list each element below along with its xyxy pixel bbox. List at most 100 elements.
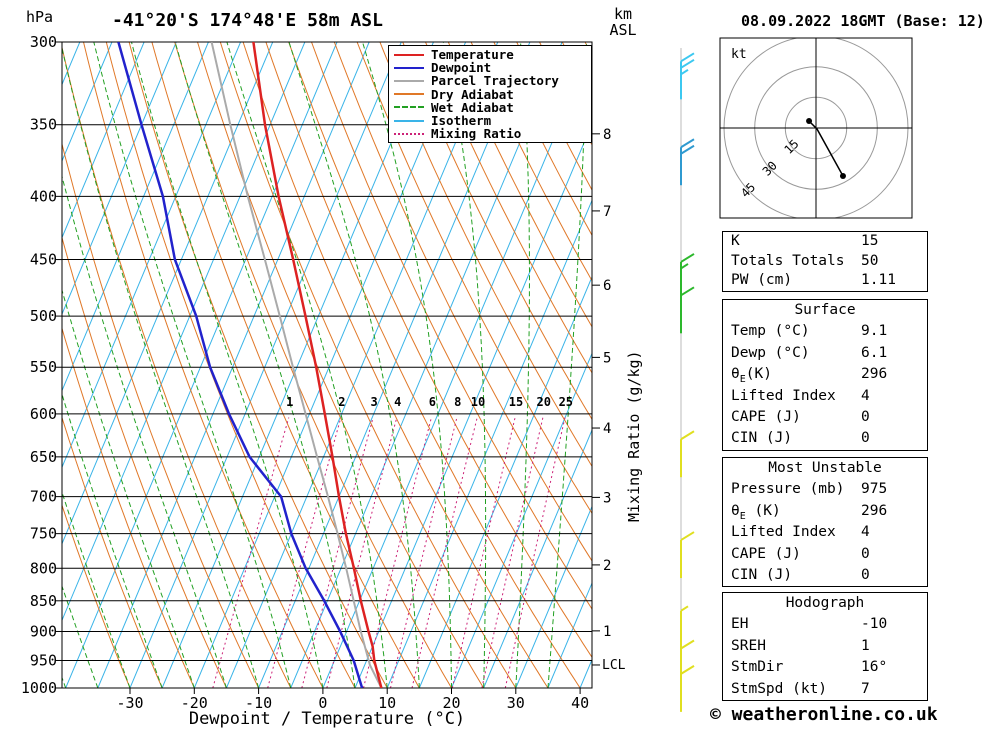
hodograph-trace <box>808 120 844 177</box>
stat-value: 4 <box>861 524 870 541</box>
stat-label: Temp (°C) <box>731 323 810 340</box>
legend-item: Temperature <box>394 47 591 63</box>
legend-line-sample <box>394 106 424 109</box>
wind-barb <box>680 430 695 478</box>
legend-line-sample <box>394 119 424 122</box>
stat-row: Lifted Index 4 <box>723 522 927 543</box>
svg-text:8: 8 <box>603 127 611 143</box>
svg-text:750: 750 <box>30 525 57 543</box>
stat-value: 15 <box>861 233 879 249</box>
svg-text:3: 3 <box>603 490 611 506</box>
stat-row: Pressure (mb) 975 <box>723 479 927 500</box>
svg-text:800: 800 <box>30 559 57 577</box>
legend-item-label: Parcel Trajectory <box>431 73 559 89</box>
stat-row: CIN (J) 0 <box>723 428 927 449</box>
stat-row: CAPE (J) 0 <box>723 544 927 565</box>
stat-row: Lifted Index 4 <box>723 386 927 407</box>
svg-text:1: 1 <box>286 395 293 409</box>
stat-label: Dewp (°C) <box>731 344 810 361</box>
stat-value: -10 <box>861 616 888 633</box>
stat-row: SREH 1 <box>723 636 927 657</box>
temperature-curve <box>252 42 383 688</box>
wind-barbs <box>680 48 695 712</box>
wind-barb <box>680 531 695 579</box>
legend-line-sample <box>394 66 424 69</box>
stat-value: 16° <box>861 659 888 676</box>
station-title: -41°20'S 174°48'E 58m ASL <box>112 10 383 31</box>
stat-label: Pressure (mb) <box>731 481 845 498</box>
stat-row: StmSpd (kt) 7 <box>723 679 927 700</box>
parcel-trajectory-curve <box>210 42 383 688</box>
wind-barb <box>680 138 695 186</box>
stat-row: PW (cm) 1.11 <box>723 271 927 291</box>
stat-row: CIN (J) 0 <box>723 565 927 586</box>
dewpoint-curve <box>117 42 364 688</box>
stat-row: Totals Totals 50 <box>723 252 927 272</box>
legend-item-label: Dry Adiabat <box>431 86 514 102</box>
stat-value: 0 <box>861 566 870 583</box>
asl-label: ASL <box>609 21 637 39</box>
hodograph-frame <box>719 37 913 219</box>
svg-text:6: 6 <box>603 278 611 294</box>
stat-label: θE (K) <box>731 502 781 522</box>
svg-text:4: 4 <box>603 421 611 437</box>
km-label: km <box>613 5 633 23</box>
wind-barb <box>680 286 695 334</box>
stat-value: 0 <box>861 545 870 562</box>
svg-text:20: 20 <box>442 694 460 712</box>
stat-value: 4 <box>861 387 870 404</box>
svg-text:20: 20 <box>537 395 551 409</box>
svg-text:8: 8 <box>454 395 461 409</box>
hodograph-ring-label: 15 <box>781 137 801 157</box>
stat-row: Dewp (°C) 6.1 <box>723 343 927 364</box>
stat-label: CIN (J) <box>731 566 793 583</box>
indices-table: K 15 Totals Totals 50 PW (cm) 1.11 <box>722 231 928 292</box>
svg-text:600: 600 <box>30 405 57 423</box>
legend-item-label: Temperature <box>431 47 514 63</box>
legend-item: Isotherm <box>394 113 591 128</box>
lcl-marker: LCL <box>592 658 626 673</box>
stat-label: K <box>731 233 740 249</box>
isotherm-lines <box>62 42 592 688</box>
svg-text:-20: -20 <box>181 694 208 712</box>
svg-text:500: 500 <box>30 307 57 325</box>
stat-label: θE(K) <box>731 366 772 386</box>
stat-value: 0 <box>861 430 870 447</box>
altitude-axis-unit-label: km ASL <box>600 6 646 38</box>
stat-value: 7 <box>861 680 870 697</box>
stat-value: 0 <box>861 408 870 425</box>
mixing-ratio-lines <box>212 417 566 688</box>
altitude-axis: 1 2 3 4 5 6 7 8 <box>592 127 611 640</box>
svg-text:550: 550 <box>30 358 57 376</box>
stat-value: 6.1 <box>861 344 888 361</box>
stat-value: 296 <box>861 502 888 519</box>
svg-text:2: 2 <box>338 395 345 409</box>
table-title: Hodograph <box>785 595 865 611</box>
stat-label: EH <box>731 616 749 633</box>
svg-text:6: 6 <box>429 395 436 409</box>
svg-text:900: 900 <box>30 622 57 640</box>
stat-row: StmDir 16° <box>723 657 927 678</box>
svg-text:3: 3 <box>370 395 377 409</box>
svg-text:15: 15 <box>509 395 523 409</box>
stat-row: θE(K) 296 <box>723 364 927 385</box>
stat-value: 975 <box>861 481 888 498</box>
mixing-ratio-axis-label: Mixing Ratio (g/kg) <box>625 350 643 522</box>
pressure-axis: 300 350 400 450 500 550 600 650 700 750 800 850 900 9… <box>21 33 62 697</box>
stat-value: 296 <box>861 366 888 383</box>
stat-label: CAPE (J) <box>731 545 801 562</box>
datetime-title: 08.09.2022 18GMT (Base: 12) <box>741 12 985 30</box>
legend-item: Mixing Ratio <box>394 126 591 141</box>
stat-label: Totals Totals <box>731 252 845 269</box>
copyright: © weatheronline.co.uk <box>710 704 938 725</box>
svg-text:1000: 1000 <box>21 679 57 697</box>
hodograph-stats-table: Hodograph EH -10 SREH 1 StmDir 16° StmSpd (kt) 7 <box>722 592 928 701</box>
stat-label: CIN (J) <box>731 430 793 447</box>
svg-text:10: 10 <box>378 694 396 712</box>
svg-text:-30: -30 <box>116 694 143 712</box>
stat-label: Lifted Index <box>731 524 836 541</box>
legend-item: Dewpoint <box>394 60 591 75</box>
svg-text:40: 40 <box>571 694 589 712</box>
legend-item-label: Wet Adiabat <box>431 99 514 115</box>
